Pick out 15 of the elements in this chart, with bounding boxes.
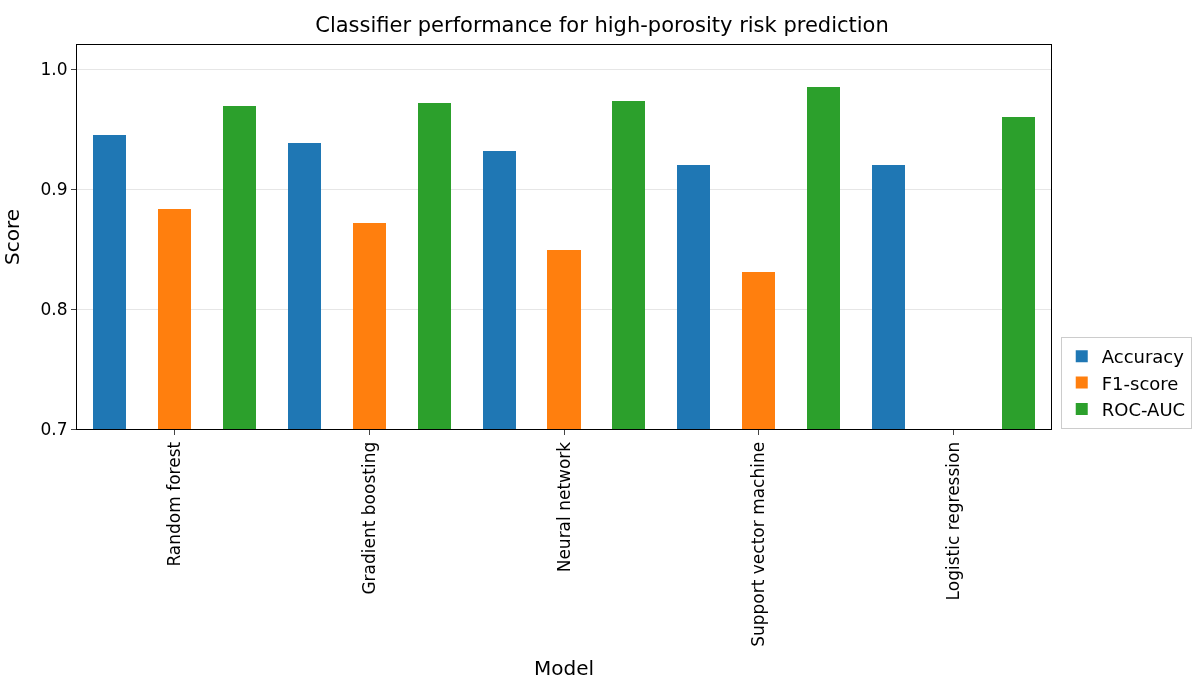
x-tick-label: Random forest xyxy=(163,441,184,567)
legend-label: F1-score xyxy=(1101,372,1179,394)
chart-title: Classifier performance for high-porosity risk prediction xyxy=(315,12,889,37)
x-tick-label: Neural network xyxy=(553,441,574,573)
x-tick-label: Gradient boosting xyxy=(358,441,379,595)
y-tick-label: 0.9 xyxy=(40,178,68,199)
y-tick-label: 1.0 xyxy=(40,58,68,79)
y-tick-label: 0.7 xyxy=(40,418,68,439)
legend-label: ROC-AUC xyxy=(1101,399,1186,421)
y-axis-title: Score xyxy=(0,208,25,266)
x-tick-label: Logistic regression xyxy=(943,441,964,601)
x-tick-label: Support vector machine xyxy=(748,441,769,647)
legend-label: Accuracy xyxy=(1101,346,1185,368)
x-axis-title: Model xyxy=(533,656,595,681)
y-tick-label: 0.8 xyxy=(40,298,68,319)
